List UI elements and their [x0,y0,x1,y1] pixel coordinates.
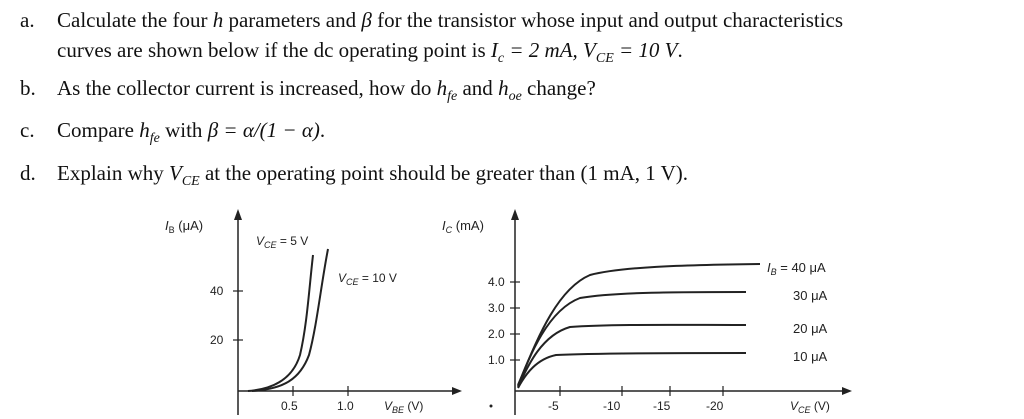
question-text: at the operating point should be greater… [199,161,689,185]
question-letter: c. [20,118,35,142]
output-plot: IC (mA) 4.0 3.0 2.0 1.0 -5 -10 -15 -20 V… [442,209,852,415]
output-x-tick-label: -20 [706,399,724,413]
output-curve-10ua [517,352,747,389]
input-x-tick-label: 1.0 [337,399,354,413]
question-b: b. As the collector current is increased,… [20,76,596,105]
math-var: h [212,8,224,32]
math-sub: CE [181,174,200,190]
math-var: V [583,38,596,62]
math-value: = 10 V [613,38,678,62]
input-curve-label-5v: VCE = 5 V [256,234,308,250]
output-x-tick-label: -5 [548,399,559,413]
output-dot [489,404,493,408]
output-curve-label-20ua: 20 μA [793,321,828,336]
question-text: for the transistor whose input and outpu… [371,8,844,32]
input-x-tick-label: 0.5 [281,399,298,413]
question-c: c. Compare hfe with β = α/(1 − α). [20,118,325,147]
output-y-tick-label: 4.0 [488,275,505,289]
output-curve-label-30ua: 30 μA [793,288,828,303]
math-sub: CE [595,51,614,67]
input-y-arrow [234,209,242,220]
question-letter: b. [20,76,36,100]
input-y-label: IB (μA) [165,218,203,235]
output-y-tick-label: 2.0 [488,327,505,341]
output-curve-20ua [517,323,747,388]
question-a: a. Calculate the four h parameters and β … [20,8,843,33]
math-sub: oe [508,89,522,105]
question-text: change? [521,76,596,100]
question-text: As the collector current is increased, h… [57,76,437,100]
question-text: and [457,76,499,100]
math-var: h [139,118,150,142]
input-x-label: VBE (V) [384,399,423,415]
question-text: parameters and [223,8,362,32]
math-sub: fe [149,131,160,147]
output-y-arrow [511,209,519,220]
output-y-tick-label: 1.0 [488,353,505,367]
output-x-label: VCE (V) [790,399,830,415]
question-letter: a. [20,8,35,32]
question-text: with [159,118,208,142]
question-text: Compare [57,118,140,142]
output-x-tick-label: -10 [603,399,621,413]
question-a-line2: curves are shown below if the dc operati… [57,38,683,67]
question-text: . [319,118,326,142]
math-var: h [498,76,509,100]
math-formula: β = α/(1 − α) [207,118,320,142]
math-var: β [361,8,372,32]
question-letter: d. [20,161,36,185]
output-y-tick-label: 3.0 [488,301,505,315]
output-x-arrow [842,387,852,395]
input-curve-label-10v: VCE = 10 V [338,271,397,287]
input-curve-10v [251,248,329,392]
math-var: h [436,76,448,100]
output-x-tick-label: -15 [653,399,671,413]
output-curve-label-10ua: 10 μA [793,349,828,364]
input-x-arrow [452,387,462,395]
math-var: V [168,161,182,185]
question-text: curves are shown below if the dc operati… [57,38,491,62]
output-y-label: IC (mA) [442,218,484,235]
question-text: Explain why [57,161,169,185]
input-y-tick-label: 20 [210,333,224,347]
question-text: Calculate the four [57,8,213,32]
question-text: . [677,38,683,62]
math-sub: fe [447,89,458,105]
input-plot: IB (μA) 40 20 0.5 1.0 VBE (V) VCE = 5 V … [165,209,462,415]
math-var: I [490,38,498,62]
input-curve-5v [247,254,314,392]
output-curve-30ua [517,291,747,387]
question-d: d. Explain why VCE at the operating point… [20,161,688,190]
math-sub: c [497,51,505,67]
math-value: = 2 mA, [504,38,584,62]
input-y-tick-label: 40 [210,284,224,298]
output-curve-label-40ua: IB = 40 μA [767,260,826,277]
characteristics-figure: IB (μA) 40 20 0.5 1.0 VBE (V) VCE = 5 V … [165,209,852,415]
